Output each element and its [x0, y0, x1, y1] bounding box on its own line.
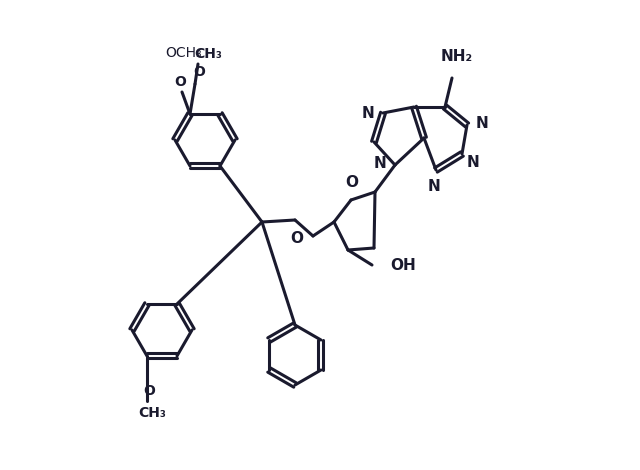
Text: N: N: [361, 105, 374, 120]
Text: O: O: [143, 384, 155, 398]
Text: N: N: [428, 179, 440, 194]
Text: NH₂: NH₂: [441, 49, 473, 64]
Text: O: O: [193, 65, 205, 79]
Text: O: O: [174, 75, 186, 89]
Text: N: N: [467, 155, 480, 170]
Text: CH₃: CH₃: [138, 406, 166, 420]
Text: OCH₃: OCH₃: [166, 46, 202, 60]
Text: N: N: [476, 116, 489, 131]
Text: O: O: [291, 231, 303, 246]
Text: N: N: [373, 156, 386, 171]
Text: OH: OH: [390, 258, 416, 273]
Text: O: O: [346, 175, 358, 190]
Text: CH₃: CH₃: [194, 47, 222, 61]
